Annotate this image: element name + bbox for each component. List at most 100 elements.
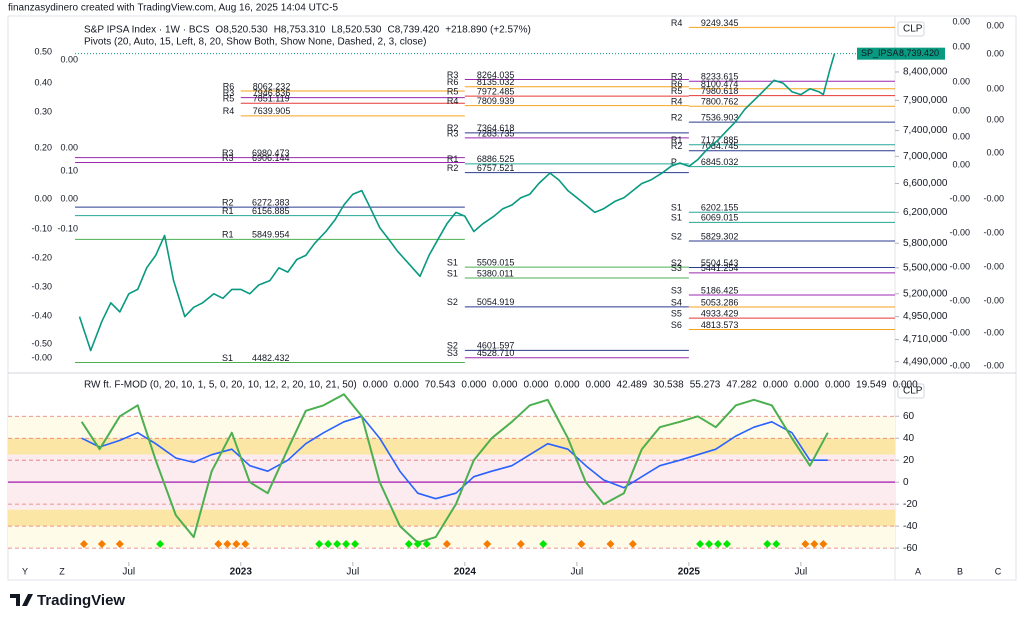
y-tick-label: 7,000,000 <box>903 151 948 162</box>
scale-label: 0.00 <box>952 16 970 26</box>
pivot-name: R6 <box>447 77 459 87</box>
signal-diamond <box>539 540 548 548</box>
pivot-name: R5 <box>223 94 235 104</box>
y-tick-label: 0 <box>903 477 909 488</box>
signal-diamond <box>79 540 88 548</box>
pivot-name: R2 <box>447 163 459 173</box>
signal-diamond <box>97 540 106 548</box>
scale-label: -0.30 <box>31 281 52 291</box>
x-tick-label: Jul <box>346 567 359 578</box>
scale-label: -0.00 <box>983 360 1004 370</box>
pivot-name: P <box>671 157 677 167</box>
scale-label: 0.20 <box>34 142 52 152</box>
pivot-name: R5 <box>447 87 459 97</box>
pivot-label: 7283.735 <box>477 128 515 138</box>
y-tick-label: 7,900,000 <box>903 95 948 106</box>
pivot-name: S5 <box>671 309 682 319</box>
signal-diamond <box>115 540 124 548</box>
pivot-name: R1 <box>222 206 234 216</box>
signal-diamond <box>315 540 324 548</box>
signal-diamond <box>404 540 413 548</box>
y-tick-label: -20 <box>903 499 918 510</box>
legend-item: 0.000 <box>492 380 517 391</box>
scale-label: -0.00 <box>983 327 1004 337</box>
legend-item: S&P IPSA Index · 1W · BCS <box>84 25 210 36</box>
scale-label: -0.00 <box>983 193 1004 203</box>
pivot-name: S3 <box>671 285 682 295</box>
zone <box>8 526 895 549</box>
signal-diamond <box>442 540 451 548</box>
signal-diamond <box>628 540 637 548</box>
pivot-name: R4 <box>671 18 683 28</box>
pivot-name: R2 <box>447 123 459 133</box>
signal-diamond <box>801 540 810 548</box>
pivot-name: R6 <box>671 79 683 89</box>
pivot-label: 4813.573 <box>701 320 739 330</box>
scale-label: -0.00 <box>983 295 1004 305</box>
y-tick-label: 7,400,000 <box>903 125 948 136</box>
y-tick-label: 40 <box>903 433 915 444</box>
legend-item: 0.000 <box>794 380 819 391</box>
scale-label: 0.00 <box>60 193 78 203</box>
y-tick-label: 60 <box>903 411 915 422</box>
signal-diamond <box>714 540 723 548</box>
legend-item: +218.890 (+2.57%) <box>445 25 531 36</box>
scale-label: 0.00 <box>986 20 1004 30</box>
y-tick-label: 5,500,000 <box>903 262 948 273</box>
indicator-legend: RW ft. F-MOD (0, 20, 10, 1, 5, 0, 20, 10… <box>84 380 357 391</box>
scale-label: -0.00 <box>949 193 970 203</box>
legend-item: 19.549 <box>856 380 887 391</box>
x-tick-label: 2025 <box>678 567 701 578</box>
pivot-name: R2 <box>222 197 234 207</box>
signal-diamond <box>772 540 781 548</box>
scale-label: -0.00 <box>949 227 970 237</box>
pivot-name: S1 <box>671 203 682 213</box>
scale-label: 0.00 <box>986 48 1004 58</box>
signal-diamond <box>705 540 714 548</box>
pivot-label: 7972.485 <box>477 87 515 97</box>
pivot-name: S2 <box>671 258 682 268</box>
scale-label: 0.00 <box>986 83 1004 93</box>
pivot-label: 5441.254 <box>701 263 739 273</box>
y-tick-label: 5,200,000 <box>903 288 948 299</box>
scale-label: -0.50 <box>31 338 52 348</box>
pivot-label: 7809.939 <box>477 96 515 106</box>
legend-item: 70.543 <box>425 380 456 391</box>
signal-diamond <box>422 540 431 548</box>
x-tick-label: Jul <box>122 567 135 578</box>
pivot-name: R1 <box>222 230 234 240</box>
zone <box>8 509 895 527</box>
toolbar-button: Z <box>59 566 65 576</box>
scale-label: -0.00 <box>983 261 1004 271</box>
scale-label: -0.00 <box>31 352 52 362</box>
currency: CLP <box>903 386 923 397</box>
legend-item: 30.538 <box>653 380 684 391</box>
signal-diamond <box>722 540 731 548</box>
pane: 60 40 20 0 -20 -40 -60 Jul 2023 Jul 2024 Jul 2025 Jul… <box>8 380 925 578</box>
pivot-label: 7177.885 <box>701 135 739 145</box>
pivot-label: 7800.762 <box>701 97 739 107</box>
scale-label: -0.00 <box>949 261 970 271</box>
x-tick-label: 2023 <box>230 567 253 578</box>
scale-label: 0.50 <box>34 46 52 56</box>
toolbar-button: Y <box>22 566 28 576</box>
signal-diamond <box>810 540 819 548</box>
pivot-label: 7364.618 <box>477 123 515 133</box>
y-tick-label: 20 <box>903 455 915 466</box>
pivot-label: 6069.015 <box>701 213 739 223</box>
y-tick-label: -60 <box>903 543 918 554</box>
scale-label: -0.10 <box>57 223 78 233</box>
pivot-name: R5 <box>671 86 683 96</box>
pivot-label: 7536.903 <box>701 113 739 123</box>
pivot-name: R1 <box>447 154 459 164</box>
pivot-name: R4 <box>223 106 235 116</box>
pivot-label: 4601.597 <box>477 341 515 351</box>
series-line <box>80 393 829 544</box>
legend-item: 47.282 <box>726 380 757 391</box>
pivot-label: 6202.155 <box>701 203 739 213</box>
signal-diamond <box>763 540 772 548</box>
pivot-name: R3 <box>222 148 234 158</box>
signal-diamond <box>577 540 586 548</box>
signal-diamond <box>223 540 232 548</box>
scale-label: 0.10 <box>60 165 78 175</box>
